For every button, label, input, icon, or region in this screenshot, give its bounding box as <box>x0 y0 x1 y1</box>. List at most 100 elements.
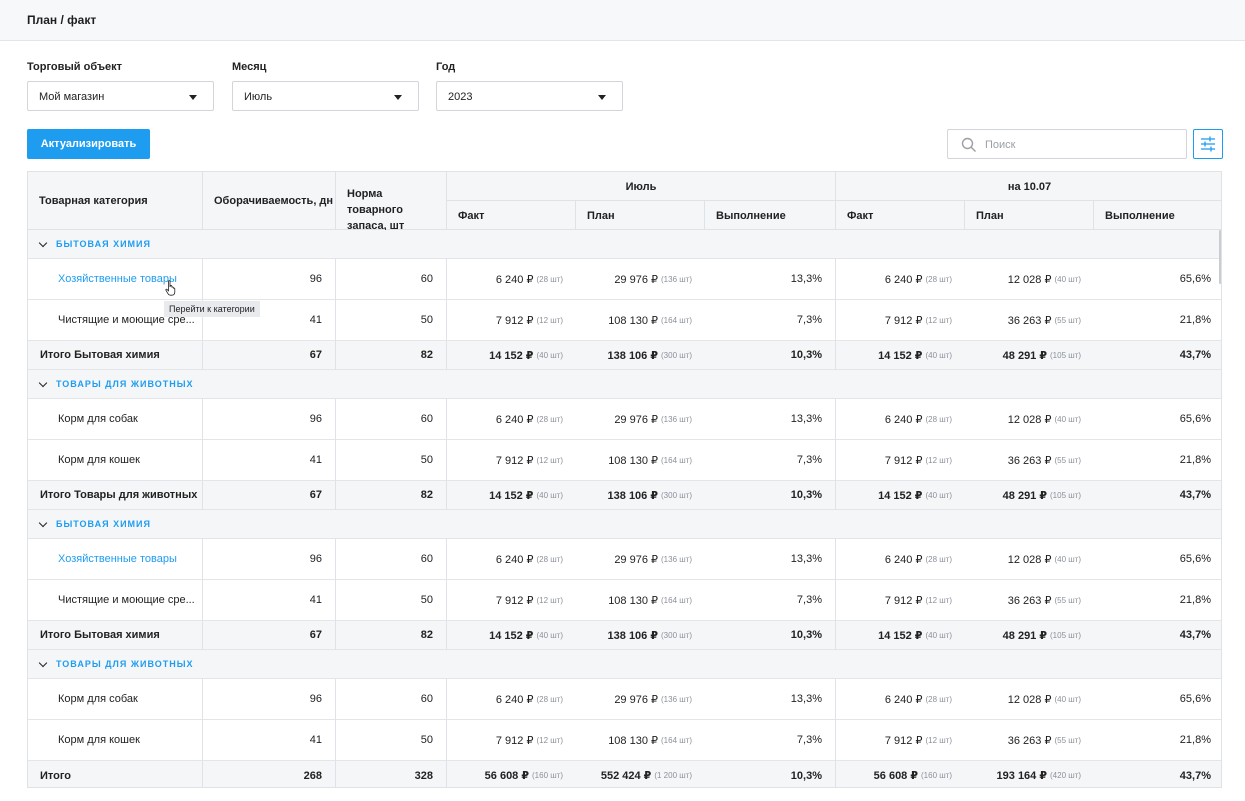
date-plan-cell: 12 028 ₽ (40 шт) <box>965 399 1081 439</box>
month-plan-cell: 138 106 ₽ (300 шт) <box>575 341 692 369</box>
group-toggle[interactable]: БЫТОВАЯ ХИМИЯ <box>38 510 338 538</box>
quantity-value: (12 шт) <box>536 595 563 605</box>
money-value: 29 976 ₽ <box>614 413 659 426</box>
date-plan-cell: 36 263 ₽ (55 шт) <box>965 720 1081 760</box>
column-divider <box>202 621 203 650</box>
column-header-turnover[interactable]: Оборачиваемость, дн <box>203 172 336 230</box>
date-fact-cell: 6 240 ₽ (28 шт) <box>836 679 952 719</box>
year-select-value: 2023 <box>448 91 473 103</box>
quantity-value: (160 шт) <box>532 771 563 780</box>
store-select-value: Мой магазин <box>39 91 105 103</box>
category-cell: Корм для кошек <box>58 440 218 480</box>
money-value: 108 130 ₽ <box>608 454 659 467</box>
column-header-norm[interactable]: Норма товарного запаса, шт <box>336 172 447 232</box>
page-header: План / факт <box>0 0 1245 41</box>
column-divider <box>446 539 447 580</box>
date-fact-cell: 7 912 ₽ (12 шт) <box>836 720 952 760</box>
month-filter-label: Месяц <box>232 61 267 73</box>
money-value: 6 240 ₽ <box>495 553 534 566</box>
month-select[interactable]: Июль <box>232 81 419 111</box>
month-fact-cell: 7 912 ₽ (12 шт) <box>446 300 563 340</box>
quantity-value: (420 шт) <box>1050 771 1081 780</box>
column-divider <box>446 580 447 621</box>
quantity-value: (136 шт) <box>661 414 692 424</box>
column-divider <box>446 621 447 650</box>
money-value: 36 263 ₽ <box>1007 734 1052 747</box>
group-row[interactable]: БЫТОВАЯ ХИМИЯ <box>28 230 1221 259</box>
column-divider <box>835 679 836 720</box>
column-divider <box>335 440 336 481</box>
money-value: 138 106 ₽ <box>607 489 659 502</box>
year-select[interactable]: 2023 <box>436 81 623 111</box>
date-done-cell: 65,6% <box>1179 553 1211 565</box>
store-select[interactable]: Мой магазин <box>27 81 214 111</box>
quantity-value: (28 шт) <box>536 694 563 704</box>
month-plan-cell: 108 130 ₽ (164 шт) <box>575 300 692 340</box>
column-header-date-plan[interactable]: План <box>965 201 1094 230</box>
money-value: 6 240 ₽ <box>495 273 534 286</box>
column-divider <box>835 481 836 510</box>
month-done-cell: 7,3% <box>796 734 822 746</box>
column-divider <box>835 539 836 580</box>
turnover-cell: 41 <box>309 734 322 746</box>
date-plan-cell: 48 291 ₽ (105 шт) <box>965 621 1081 649</box>
column-header-category[interactable]: Товарная категория <box>28 172 203 230</box>
norm-cell: 328 <box>414 769 433 782</box>
group-row[interactable]: БЫТОВАЯ ХИМИЯ <box>28 510 1221 539</box>
norm-cell: 50 <box>420 454 433 466</box>
group-toggle[interactable]: ТОВАРЫ ДЛЯ ЖИВОТНЫХ <box>38 650 338 678</box>
column-divider <box>446 341 447 370</box>
turnover-cell: 67 <box>309 629 322 641</box>
category-name[interactable]: Хозяйственные товары <box>58 553 177 565</box>
column-divider <box>202 720 203 761</box>
month-done-cell: 13,3% <box>790 553 822 565</box>
column-header-month-done[interactable]: Выполнение <box>705 201 836 230</box>
column-divider <box>335 399 336 440</box>
group-toggle[interactable]: ТОВАРЫ ДЛЯ ЖИВОТНЫХ <box>38 370 338 398</box>
category-name[interactable]: Хозяйственные товары <box>58 273 177 285</box>
date-fact-cell: 6 240 ₽ (28 шт) <box>836 539 952 579</box>
column-header-label: Факт <box>847 210 874 222</box>
quantity-value: (28 шт) <box>536 554 563 564</box>
norm-cell: 60 <box>420 693 433 705</box>
column-header-date-fact[interactable]: Факт <box>836 201 965 230</box>
group-toggle[interactable]: БЫТОВАЯ ХИМИЯ <box>38 230 338 258</box>
date-fact-cell: 7 912 ₽ (12 шт) <box>836 580 952 620</box>
quantity-value: (12 шт) <box>925 735 952 745</box>
norm-cell: 50 <box>420 594 433 606</box>
month-fact-cell: 14 152 ₽ (40 шт) <box>446 341 563 369</box>
group-row[interactable]: ТОВАРЫ ДЛЯ ЖИВОТНЫХ <box>28 650 1221 679</box>
date-fact-cell: 7 912 ₽ (12 шт) <box>836 440 952 480</box>
date-done-cell: 65,6% <box>1179 693 1211 705</box>
category-cell[interactable]: Хозяйственные товары <box>58 259 218 299</box>
column-header-month-plan[interactable]: План <box>576 201 705 230</box>
refresh-button[interactable]: Актуализировать <box>27 129 150 159</box>
quantity-value: (300 шт) <box>661 350 692 360</box>
month-fact-cell: 6 240 ₽ (28 шт) <box>446 399 563 439</box>
category-cell[interactable]: Хозяйственные товары <box>58 539 218 579</box>
vertical-scrollbar[interactable] <box>1219 230 1221 284</box>
quantity-value: (12 шт) <box>925 455 952 465</box>
turnover-cell: 268 <box>303 769 322 782</box>
month-plan-cell: 108 130 ₽ (164 шт) <box>575 440 692 480</box>
money-value: 14 152 ₽ <box>878 489 923 502</box>
group-label: БЫТОВАЯ ХИМИЯ <box>56 239 151 249</box>
money-value: 7 912 ₽ <box>495 734 534 747</box>
money-value: 138 106 ₽ <box>607 349 659 362</box>
column-divider <box>835 580 836 621</box>
month-done-cell: 13,3% <box>790 273 822 285</box>
category-cell: Корм для собак <box>58 399 218 439</box>
date-done-cell: 65,6% <box>1179 273 1211 285</box>
column-header-date-done[interactable]: Выполнение <box>1094 201 1221 230</box>
money-value: 14 152 ₽ <box>489 349 534 362</box>
money-value: 7 912 ₽ <box>495 314 534 327</box>
column-divider <box>335 580 336 621</box>
chevron-down-icon <box>38 518 48 527</box>
month-done-cell: 10,3% <box>790 349 822 361</box>
search-input[interactable]: Поиск <box>947 129 1187 159</box>
norm-cell: 82 <box>420 349 433 361</box>
category-cell: Корм для кошек <box>58 720 218 760</box>
filter-settings-button[interactable] <box>1193 129 1223 159</box>
group-row[interactable]: ТОВАРЫ ДЛЯ ЖИВОТНЫХ <box>28 370 1221 399</box>
column-header-month-fact[interactable]: Факт <box>447 201 576 230</box>
